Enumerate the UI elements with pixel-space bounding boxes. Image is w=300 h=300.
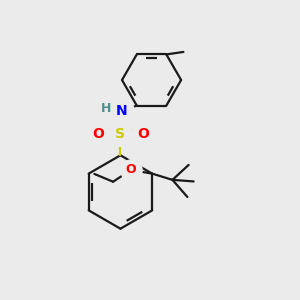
Text: O: O <box>126 164 136 176</box>
Text: O: O <box>137 127 149 140</box>
Text: O: O <box>92 127 104 140</box>
Text: S: S <box>116 127 125 140</box>
Text: H: H <box>100 102 111 115</box>
Text: N: N <box>116 104 128 118</box>
